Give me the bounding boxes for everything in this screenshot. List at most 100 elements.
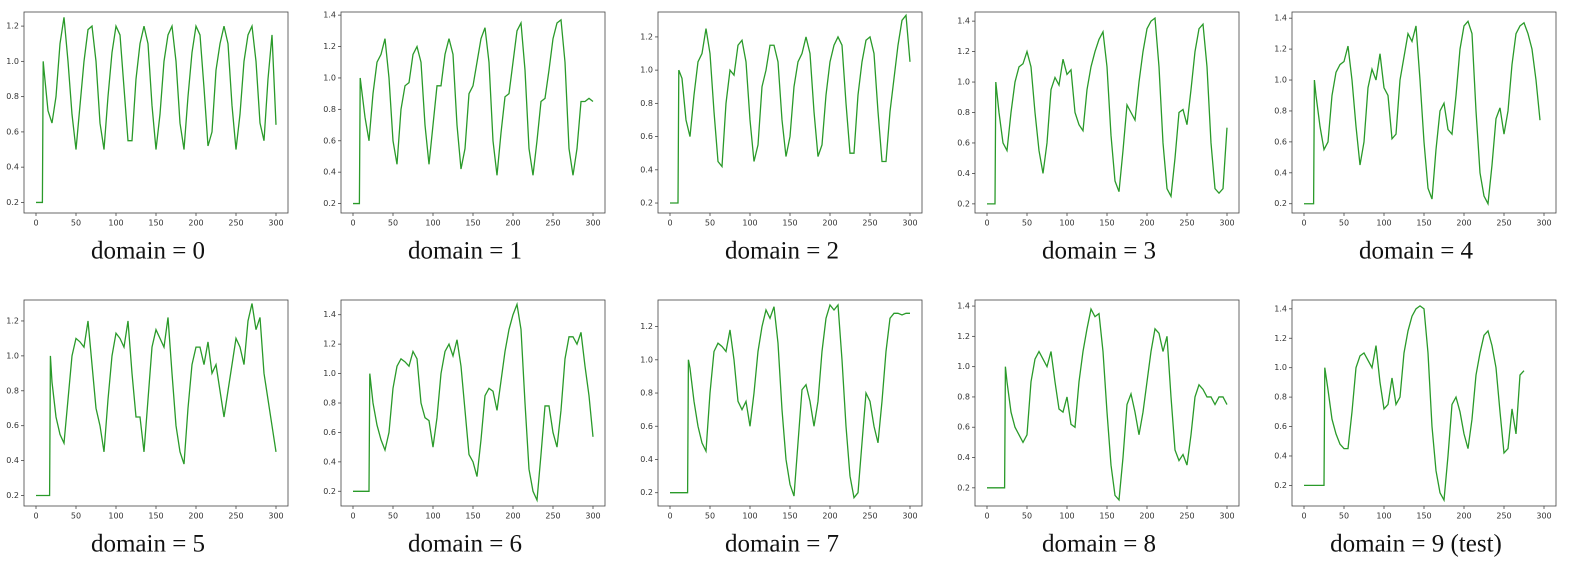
x-tick-label: 250 — [1179, 512, 1194, 521]
x-tick-label: 150 — [1416, 219, 1431, 228]
caption: domain = 9 (test) — [1330, 531, 1502, 558]
x-tick-label: 300 — [902, 512, 917, 521]
x-tick-label: 50 — [1022, 512, 1032, 521]
x-tick-label: 200 — [822, 512, 837, 521]
data-line — [1304, 19, 1541, 206]
x-tick-label: 250 — [1179, 219, 1194, 228]
y-tick-label: 1.2 — [1274, 334, 1287, 343]
x-tick-label: 200 — [188, 219, 203, 228]
x-tick-label: 100 — [108, 512, 123, 521]
y-tick-label: 0.8 — [323, 105, 336, 114]
x-tick-label: 300 — [585, 512, 600, 521]
x-tick-label: 0 — [984, 219, 989, 228]
x-tick-label: 100 — [425, 512, 440, 521]
y-tick-label: 0.8 — [957, 108, 970, 117]
y-tick-label: 0.6 — [1274, 137, 1287, 146]
y-tick-label: 0.2 — [1274, 199, 1287, 208]
y-tick-label: 1.0 — [6, 351, 19, 360]
caption: domain = 6 — [408, 531, 522, 558]
y-tick-label: 0.4 — [323, 457, 336, 466]
y-tick-label: 0.2 — [957, 199, 970, 208]
data-line — [353, 18, 594, 205]
x-tick-label: 0 — [667, 512, 672, 521]
y-tick-label: 0.2 — [323, 487, 336, 496]
x-tick-label: 100 — [108, 219, 123, 228]
x-tick-label: 150 — [465, 219, 480, 228]
x-tick-label: 200 — [505, 512, 520, 521]
x-tick-label: 100 — [425, 219, 440, 228]
x-tick-label: 150 — [148, 219, 163, 228]
x-tick-label: 250 — [1496, 219, 1511, 228]
y-tick-label: 0.8 — [323, 399, 336, 408]
x-tick-label: 200 — [188, 512, 203, 521]
x-tick-label: 100 — [742, 512, 757, 521]
y-tick-label: 1.4 — [323, 11, 336, 20]
data-line — [987, 307, 1228, 502]
caption: domain = 3 — [1042, 238, 1156, 265]
x-tick-label: 250 — [862, 219, 877, 228]
x-tick-label: 0 — [667, 219, 672, 228]
y-tick-label: 0.2 — [1274, 481, 1287, 490]
y-tick-label: 0.8 — [1274, 393, 1287, 402]
plot-frame — [340, 299, 606, 507]
x-tick-label: 200 — [1456, 219, 1471, 228]
x-tick-label: 50 — [1339, 512, 1349, 521]
y-tick-label: 1.0 — [957, 78, 970, 87]
x-tick-label: 100 — [1059, 512, 1074, 521]
y-tick-label: 0.4 — [640, 165, 653, 174]
y-tick-label: 1.0 — [1274, 363, 1287, 372]
x-tick-label: 100 — [1376, 219, 1391, 228]
x-tick-label: 100 — [742, 219, 757, 228]
y-tick-label: 0.6 — [323, 428, 336, 437]
x-tick-label: 300 — [902, 219, 917, 228]
data-line — [36, 303, 277, 497]
y-tick-label: 0.4 — [6, 456, 19, 465]
y-tick-label: 0.4 — [323, 168, 336, 177]
x-tick-label: 0 — [1301, 219, 1306, 228]
y-tick-label: 0.2 — [6, 198, 19, 207]
y-tick-label: 1.2 — [323, 42, 336, 51]
y-tick-label: 1.0 — [957, 362, 970, 371]
y-tick-label: 0.6 — [6, 127, 19, 136]
y-tick-label: 0.4 — [640, 455, 653, 464]
y-tick-label: 0.2 — [640, 488, 653, 497]
y-tick-label: 1.0 — [323, 369, 336, 378]
y-tick-label: 1.2 — [1274, 45, 1287, 54]
caption: domain = 1 — [408, 238, 522, 265]
caption: domain = 2 — [725, 238, 839, 265]
y-tick-label: 0.6 — [323, 136, 336, 145]
y-tick-label: 0.6 — [640, 132, 653, 141]
y-tick-label: 0.6 — [1274, 422, 1287, 431]
plot-frame — [1291, 11, 1557, 214]
plot-frame — [657, 299, 923, 507]
y-tick-label: 0.4 — [6, 163, 19, 172]
x-tick-label: 250 — [1496, 512, 1511, 521]
data-line — [987, 16, 1228, 205]
plot-frame — [340, 11, 606, 214]
x-tick-label: 50 — [388, 219, 398, 228]
y-tick-label: 1.2 — [323, 340, 336, 349]
x-tick-label: 0 — [350, 512, 355, 521]
y-tick-label: 0.6 — [957, 138, 970, 147]
data-line — [1304, 305, 1525, 503]
caption: domain = 0 — [91, 238, 205, 265]
y-tick-label: 1.2 — [6, 316, 19, 325]
x-tick-label: 50 — [1022, 219, 1032, 228]
x-tick-label: 150 — [1099, 219, 1114, 228]
x-tick-label: 0 — [1301, 512, 1306, 521]
x-tick-label: 200 — [1456, 512, 1471, 521]
y-tick-label: 0.2 — [640, 199, 653, 208]
x-tick-label: 250 — [228, 512, 243, 521]
plot-frame — [657, 11, 923, 214]
x-tick-label: 50 — [388, 512, 398, 521]
x-tick-label: 100 — [1059, 219, 1074, 228]
y-tick-label: 1.0 — [640, 66, 653, 75]
x-tick-label: 300 — [1219, 219, 1234, 228]
y-tick-label: 0.8 — [957, 392, 970, 401]
caption: domain = 4 — [1359, 238, 1474, 265]
x-tick-label: 300 — [268, 512, 283, 521]
y-tick-label: 0.2 — [6, 491, 19, 500]
y-tick-label: 1.2 — [640, 322, 653, 331]
y-tick-label: 1.2 — [957, 332, 970, 341]
y-tick-label: 0.4 — [1274, 168, 1287, 177]
